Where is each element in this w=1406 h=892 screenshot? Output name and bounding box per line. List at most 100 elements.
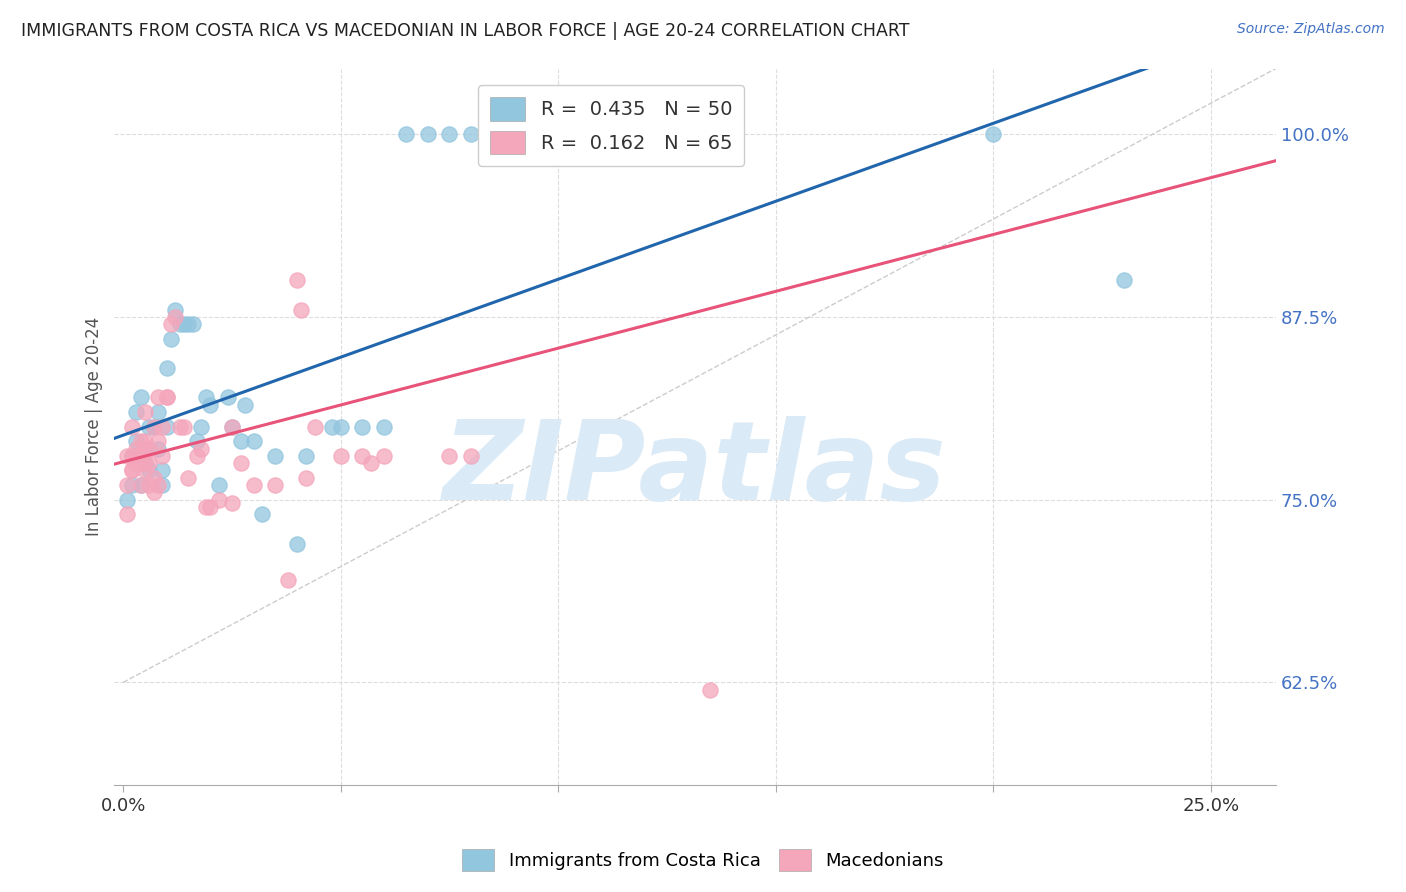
Point bbox=[125, 449, 148, 463]
Point bbox=[142, 419, 165, 434]
Point bbox=[208, 492, 231, 507]
Point bbox=[125, 405, 148, 419]
Point bbox=[699, 682, 721, 697]
Point bbox=[121, 463, 143, 477]
Point bbox=[134, 456, 156, 470]
Point bbox=[125, 442, 148, 456]
Point bbox=[129, 391, 152, 405]
Point bbox=[156, 419, 179, 434]
Point bbox=[439, 449, 461, 463]
Point bbox=[138, 456, 160, 470]
Legend: R =  0.435   N = 50, R =  0.162   N = 65: R = 0.435 N = 50, R = 0.162 N = 65 bbox=[478, 86, 744, 166]
Point bbox=[352, 419, 374, 434]
Point bbox=[129, 434, 152, 449]
Point bbox=[190, 419, 212, 434]
Point bbox=[121, 449, 143, 463]
Point bbox=[503, 128, 526, 142]
Text: ZIPatlas: ZIPatlas bbox=[443, 416, 948, 523]
Point bbox=[373, 419, 395, 434]
Point bbox=[146, 442, 169, 456]
Point bbox=[264, 449, 287, 463]
Point bbox=[217, 391, 239, 405]
Point bbox=[360, 456, 382, 470]
Point bbox=[125, 449, 148, 463]
Point bbox=[134, 456, 156, 470]
Point bbox=[285, 273, 308, 287]
Point bbox=[177, 471, 200, 485]
Point bbox=[125, 449, 148, 463]
Point bbox=[117, 508, 139, 522]
Point bbox=[146, 434, 169, 449]
Y-axis label: In Labor Force | Age 20-24: In Labor Force | Age 20-24 bbox=[86, 317, 103, 536]
Point bbox=[117, 492, 139, 507]
Point bbox=[173, 419, 195, 434]
Point bbox=[156, 391, 179, 405]
Text: Source: ZipAtlas.com: Source: ZipAtlas.com bbox=[1237, 22, 1385, 37]
Point bbox=[117, 449, 139, 463]
Point bbox=[169, 318, 191, 332]
Point bbox=[150, 478, 173, 492]
Point bbox=[1112, 273, 1135, 287]
Point bbox=[242, 434, 264, 449]
Point bbox=[352, 449, 374, 463]
Point bbox=[591, 128, 613, 142]
Point bbox=[142, 419, 165, 434]
Point bbox=[138, 442, 160, 456]
Point bbox=[547, 128, 569, 142]
Point bbox=[134, 442, 156, 456]
Point bbox=[129, 478, 152, 492]
Point bbox=[482, 128, 505, 142]
Point bbox=[229, 456, 252, 470]
Point bbox=[181, 318, 204, 332]
Point bbox=[150, 463, 173, 477]
Text: IMMIGRANTS FROM COSTA RICA VS MACEDONIAN IN LABOR FORCE | AGE 20-24 CORRELATION : IMMIGRANTS FROM COSTA RICA VS MACEDONIAN… bbox=[21, 22, 910, 40]
Point bbox=[160, 318, 183, 332]
Point bbox=[395, 128, 418, 142]
Point bbox=[121, 463, 143, 477]
Point bbox=[125, 434, 148, 449]
Point bbox=[117, 478, 139, 492]
Point bbox=[134, 405, 156, 419]
Point bbox=[264, 478, 287, 492]
Point bbox=[146, 405, 169, 419]
Point bbox=[160, 332, 183, 346]
Point bbox=[221, 419, 243, 434]
Point bbox=[252, 508, 274, 522]
Point bbox=[194, 391, 217, 405]
Point bbox=[221, 419, 243, 434]
Point bbox=[138, 463, 160, 477]
Point bbox=[321, 419, 343, 434]
Point bbox=[142, 485, 165, 500]
Point bbox=[198, 398, 221, 412]
Point bbox=[142, 471, 165, 485]
Point bbox=[146, 391, 169, 405]
Point bbox=[156, 361, 179, 376]
Point bbox=[295, 449, 318, 463]
Point bbox=[460, 128, 482, 142]
Point bbox=[198, 500, 221, 514]
Point bbox=[177, 318, 200, 332]
Point bbox=[329, 449, 352, 463]
Point bbox=[125, 456, 148, 470]
Point bbox=[121, 449, 143, 463]
Point bbox=[416, 128, 439, 142]
Point bbox=[134, 463, 156, 477]
Legend: Immigrants from Costa Rica, Macedonians: Immigrants from Costa Rica, Macedonians bbox=[454, 842, 952, 879]
Point bbox=[146, 478, 169, 492]
Point bbox=[129, 456, 152, 470]
Point bbox=[138, 478, 160, 492]
Point bbox=[290, 302, 312, 317]
Point bbox=[150, 449, 173, 463]
Point bbox=[208, 478, 231, 492]
Point bbox=[295, 471, 318, 485]
Point bbox=[186, 449, 208, 463]
Point bbox=[229, 434, 252, 449]
Point bbox=[129, 478, 152, 492]
Point bbox=[981, 128, 1004, 142]
Point bbox=[242, 478, 264, 492]
Point bbox=[277, 573, 299, 587]
Point bbox=[169, 419, 191, 434]
Point bbox=[156, 391, 179, 405]
Point bbox=[285, 536, 308, 550]
Point bbox=[304, 419, 326, 434]
